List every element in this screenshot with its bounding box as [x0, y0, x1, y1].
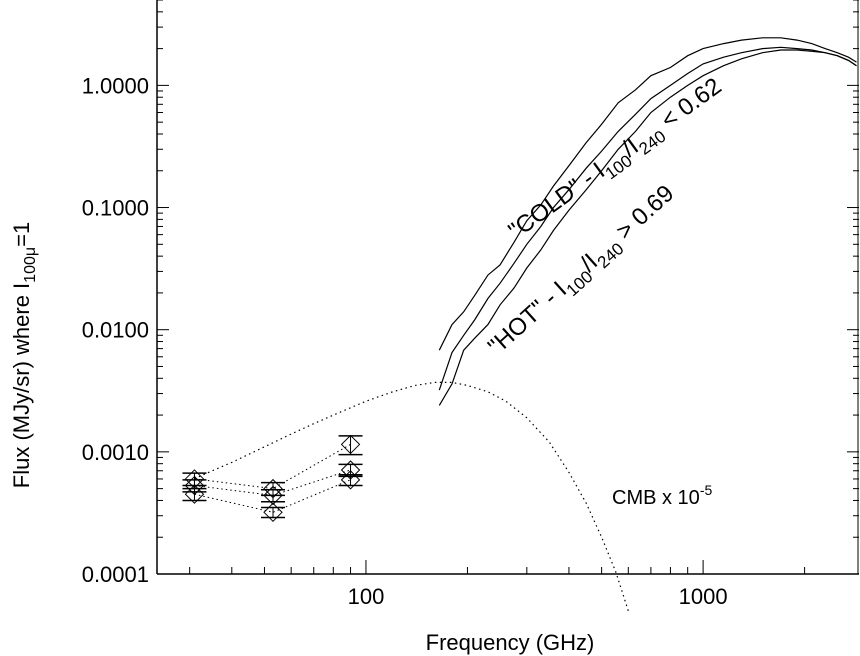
cold-series-line	[438, 37, 857, 351]
hot-annotation: "HOT" - I100/I240 > 0.69	[483, 180, 683, 364]
x-axis-label: Frequency (GHz)	[426, 630, 595, 655]
mid-series-line	[438, 46, 857, 391]
data-points	[182, 434, 363, 523]
y-tick-label: 1.0000	[82, 73, 149, 98]
series-lines	[189, 37, 857, 611]
hot-series-line	[438, 49, 857, 406]
y-axis-label: Flux (MJy/sr) where I100μ=1	[9, 222, 39, 488]
y-tick-label: 0.0010	[82, 440, 149, 465]
axis-ticks: 0.0001 0.0010 0.0100 0.1000 1.0000 100 1000	[82, 0, 859, 609]
datapoint-marker	[263, 502, 283, 523]
datapoint-marker	[263, 485, 283, 506]
x-tick-label: 100	[348, 584, 385, 609]
x-tick-label: 1000	[679, 584, 728, 609]
y-tick-label: 0.0100	[82, 318, 149, 343]
datapoint-marker	[340, 460, 361, 480]
cmb-series-line	[189, 381, 629, 611]
datapoint-marker	[263, 478, 283, 499]
datapoint-marker	[184, 469, 205, 489]
y-tick-label: 0.0001	[82, 562, 149, 587]
cmb-annotation: CMB x 10-5	[612, 482, 712, 509]
axes-frame	[156, 0, 859, 575]
y-tick-label: 0.1000	[82, 196, 149, 221]
